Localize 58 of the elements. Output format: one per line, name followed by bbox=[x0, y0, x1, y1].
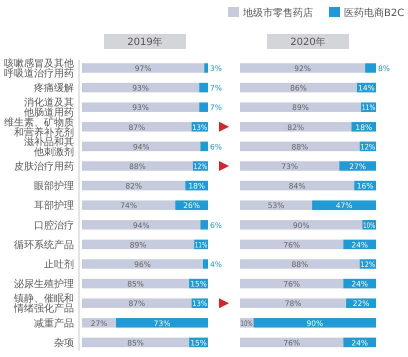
y-tick-label: 耳部护理 bbox=[34, 200, 74, 212]
bar bbox=[82, 142, 200, 152]
y-tick-label: 止吐剂 bbox=[44, 258, 74, 270]
bar bbox=[240, 180, 354, 190]
bar bbox=[204, 63, 208, 73]
bar bbox=[82, 298, 192, 308]
y-tick-label: 眼部护理 bbox=[34, 180, 74, 192]
bar bbox=[240, 200, 312, 210]
bar bbox=[199, 82, 208, 92]
title: 2020年 bbox=[267, 34, 349, 49]
bar bbox=[240, 102, 362, 112]
title: 2019年 bbox=[104, 34, 186, 49]
legend-label: 地级市零售药店 bbox=[242, 7, 313, 19]
legend-label: 医药电商B2C bbox=[344, 7, 404, 19]
bar bbox=[82, 220, 200, 230]
y-tick-label: 杂项 bbox=[54, 336, 74, 349]
bar bbox=[240, 298, 346, 308]
y-tick-label: 口腔治疗 bbox=[34, 219, 74, 232]
y-tick-label: 循环系统产品 bbox=[14, 238, 74, 251]
y-tick-label: 镇静、催眠和情绪强化产品 bbox=[13, 292, 74, 315]
bar bbox=[82, 240, 194, 250]
bar bbox=[82, 122, 192, 132]
bar bbox=[240, 338, 344, 348]
bar bbox=[240, 82, 357, 92]
y-tick-label: 维生素、矿物质和营养补充剂 bbox=[4, 116, 74, 138]
y-tick-label: 减重产品 bbox=[34, 317, 74, 330]
bar bbox=[82, 200, 176, 210]
bar bbox=[82, 278, 190, 288]
bar bbox=[240, 240, 344, 250]
bar bbox=[200, 220, 208, 230]
bar bbox=[82, 82, 200, 92]
chart-title: 2020年 bbox=[290, 36, 326, 48]
bar bbox=[254, 318, 376, 328]
bar bbox=[82, 161, 193, 171]
bar bbox=[82, 338, 190, 348]
bar bbox=[312, 200, 376, 210]
chart-title: 2019年 bbox=[127, 36, 163, 48]
bar bbox=[200, 142, 208, 152]
bar bbox=[82, 180, 186, 190]
y-tick-label: 疼痛缓解 bbox=[34, 82, 74, 94]
bar bbox=[240, 122, 352, 132]
y-tick-label: 滋补品和其他刺激剂 bbox=[24, 136, 74, 158]
bar bbox=[240, 220, 362, 230]
y-tick-label: 泌尿生殖护理 bbox=[14, 278, 74, 290]
bar bbox=[365, 63, 376, 73]
bar bbox=[116, 318, 208, 328]
bar bbox=[240, 142, 360, 152]
bar bbox=[199, 102, 208, 112]
bar bbox=[82, 259, 203, 269]
bar bbox=[82, 63, 204, 73]
bar bbox=[240, 278, 344, 288]
y-tick-label: 皮肤治疗用药 bbox=[14, 160, 74, 172]
y-tick-label: 咳嗽感冒及其他呼吸道治疗用药 bbox=[4, 58, 74, 80]
bar bbox=[82, 102, 200, 112]
bar bbox=[240, 259, 360, 269]
bar bbox=[240, 63, 366, 73]
bar bbox=[202, 259, 208, 269]
bar bbox=[240, 161, 340, 171]
